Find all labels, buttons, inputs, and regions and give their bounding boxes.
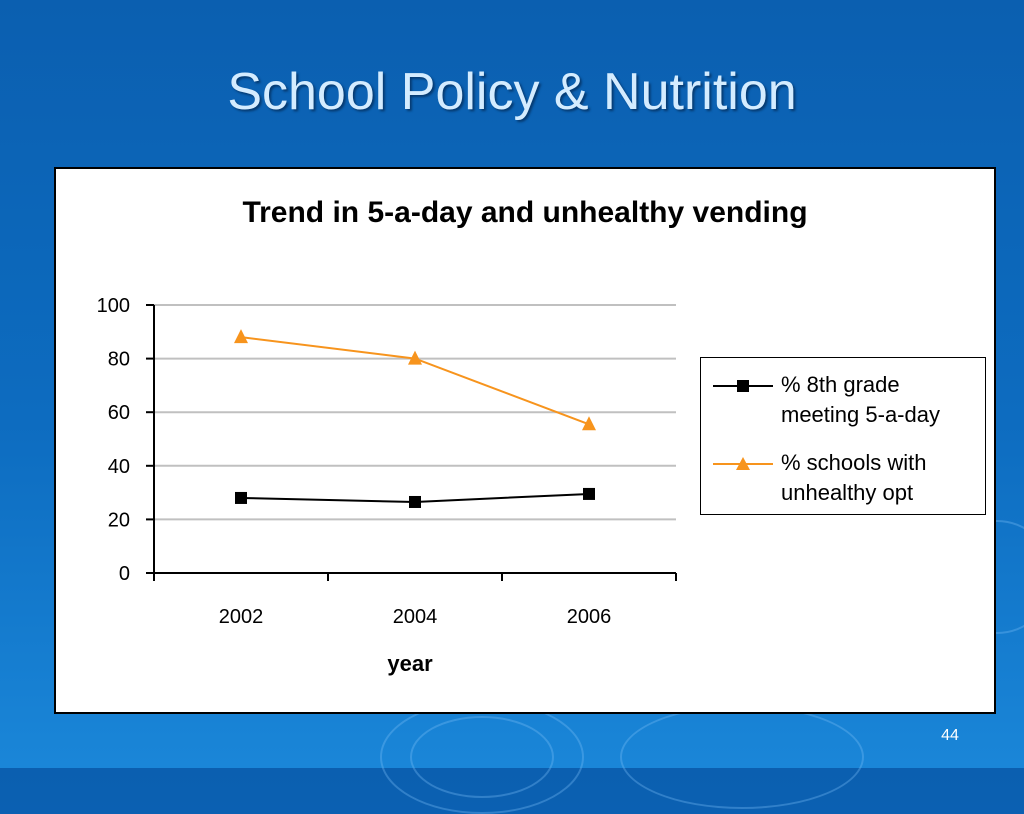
data-point-triangle	[234, 329, 248, 344]
legend-entry-series-2: % schools with unhealthy opt	[711, 448, 981, 512]
data-point-square	[409, 495, 421, 508]
legend-label-line: unhealthy opt	[781, 480, 914, 505]
chart-legend: % 8th grade meeting 5-a-day % schools wi…	[700, 357, 986, 515]
chart-frame: Trend in 5-a-day and unhealthy vending 0…	[54, 167, 996, 714]
x-tick-label: 2004	[393, 606, 438, 628]
data-point-triangle	[582, 416, 596, 431]
y-tick-label: 0	[119, 563, 130, 585]
series-line-2	[240, 336, 590, 426]
chart-title: Trend in 5-a-day and unhealthy vending	[242, 196, 808, 229]
x-tick-label: 2006	[567, 606, 612, 628]
legend-marker-square-icon	[713, 380, 773, 392]
y-tick-label: 80	[108, 349, 130, 371]
legend-label-line: meeting 5-a-day	[781, 402, 940, 427]
x-axis-label: year	[387, 651, 433, 676]
y-tick-label: 20	[108, 509, 130, 531]
line-chart: 0 20 40 60 80 100 2002 2004 2006	[97, 295, 677, 628]
y-tick-label: 60	[108, 402, 130, 424]
y-tick-label: 40	[108, 456, 130, 478]
legend-label-line: % 8th grade	[781, 372, 900, 397]
data-point-square	[235, 491, 247, 504]
legend-marker-triangle-icon	[713, 457, 773, 470]
slide-title: School Policy & Nutrition	[227, 63, 797, 121]
slide-number: 44	[941, 727, 959, 744]
decorative-ripple	[410, 716, 554, 798]
legend-entry-series-1: % 8th grade meeting 5-a-day	[711, 370, 981, 434]
y-tick-label: 100	[97, 295, 130, 317]
data-point-triangle	[408, 350, 422, 365]
legend-label-line: % schools with	[781, 450, 927, 475]
decorative-ripple	[620, 705, 864, 809]
x-tick-label: 2002	[219, 606, 264, 628]
data-point-square	[583, 487, 595, 500]
